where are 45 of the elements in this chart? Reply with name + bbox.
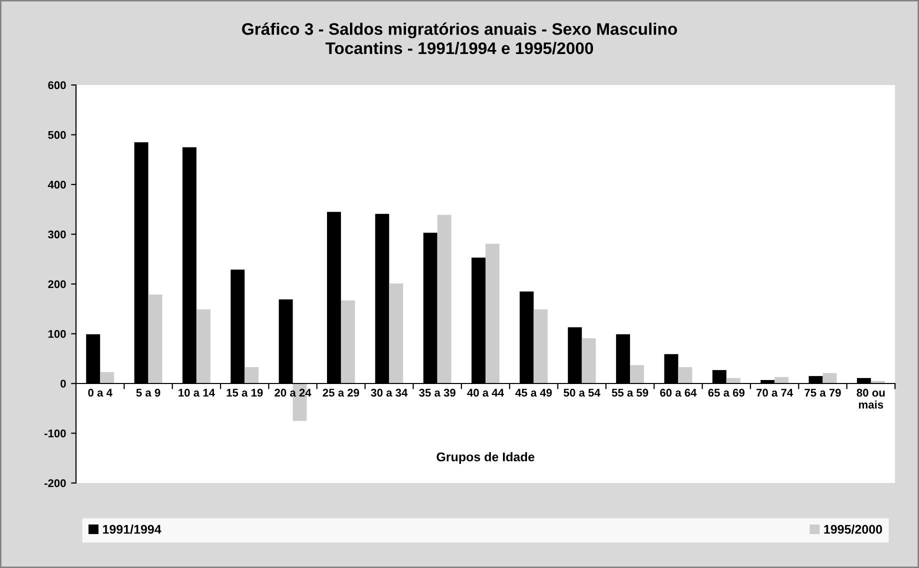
legend-label: 1995/2000 — [824, 524, 882, 534]
x-tick-label: 60 a 64 — [660, 388, 697, 397]
x-tick-label: 30 a 34 — [370, 388, 408, 397]
x-tick-label: 15 a 19 — [226, 388, 263, 397]
x-tick-label: 80 ou mais — [856, 388, 885, 409]
y-tick-label: 300 — [48, 230, 66, 238]
bar — [389, 284, 404, 384]
bar — [726, 378, 740, 384]
legend-label: 1991/1994 — [103, 524, 162, 534]
bar — [678, 367, 692, 384]
y-tick-label: 100 — [48, 330, 66, 338]
x-tick-label: 45 a 49 — [515, 388, 552, 397]
bar — [244, 367, 259, 384]
x-tick-label: 25 a 29 — [322, 388, 360, 397]
bar — [630, 365, 644, 384]
bar — [822, 373, 837, 384]
y-tick-label: 600 — [48, 81, 66, 90]
x-tick-label: 75 a 79 — [804, 388, 841, 397]
bar — [196, 309, 210, 384]
x-tick-label: 35 a 39 — [419, 388, 456, 397]
y-tick-label: 0 — [60, 380, 66, 388]
bar — [340, 300, 355, 384]
x-tick-label: 0 a 4 — [88, 388, 112, 397]
x-tick-label: 20 a 24 — [274, 388, 312, 397]
y-tick-label: -100 — [44, 430, 66, 438]
x-tick-label: 5 a 9 — [136, 388, 160, 397]
bar — [486, 244, 500, 384]
y-tick-label: 200 — [48, 280, 66, 288]
x-tick-label: 55 a 59 — [612, 388, 648, 397]
bar — [582, 338, 596, 384]
x-axis-title: Grupos de Idade — [436, 452, 534, 464]
x-tick-label: 65 a 69 — [708, 388, 745, 397]
x-tick-label: 40 a 44 — [467, 388, 504, 397]
bar — [774, 377, 789, 384]
chart-title: Gráfico 3 - Saldos migratórios anuais - Sexo Masculino Tocantins - 1991/1994 e 1995/2000 — [242, 22, 677, 54]
x-tick-label: 10 a 14 — [178, 388, 215, 397]
x-tick-label: 70 a 74 — [756, 388, 794, 397]
bar — [534, 309, 548, 384]
bar — [100, 372, 114, 384]
bar — [437, 214, 452, 384]
y-tick-label: 500 — [48, 131, 66, 139]
bar — [148, 294, 162, 384]
y-tick-label: 400 — [48, 180, 66, 189]
x-tick-label: 50 a 54 — [564, 388, 600, 397]
y-tick-label: -200 — [44, 479, 66, 488]
